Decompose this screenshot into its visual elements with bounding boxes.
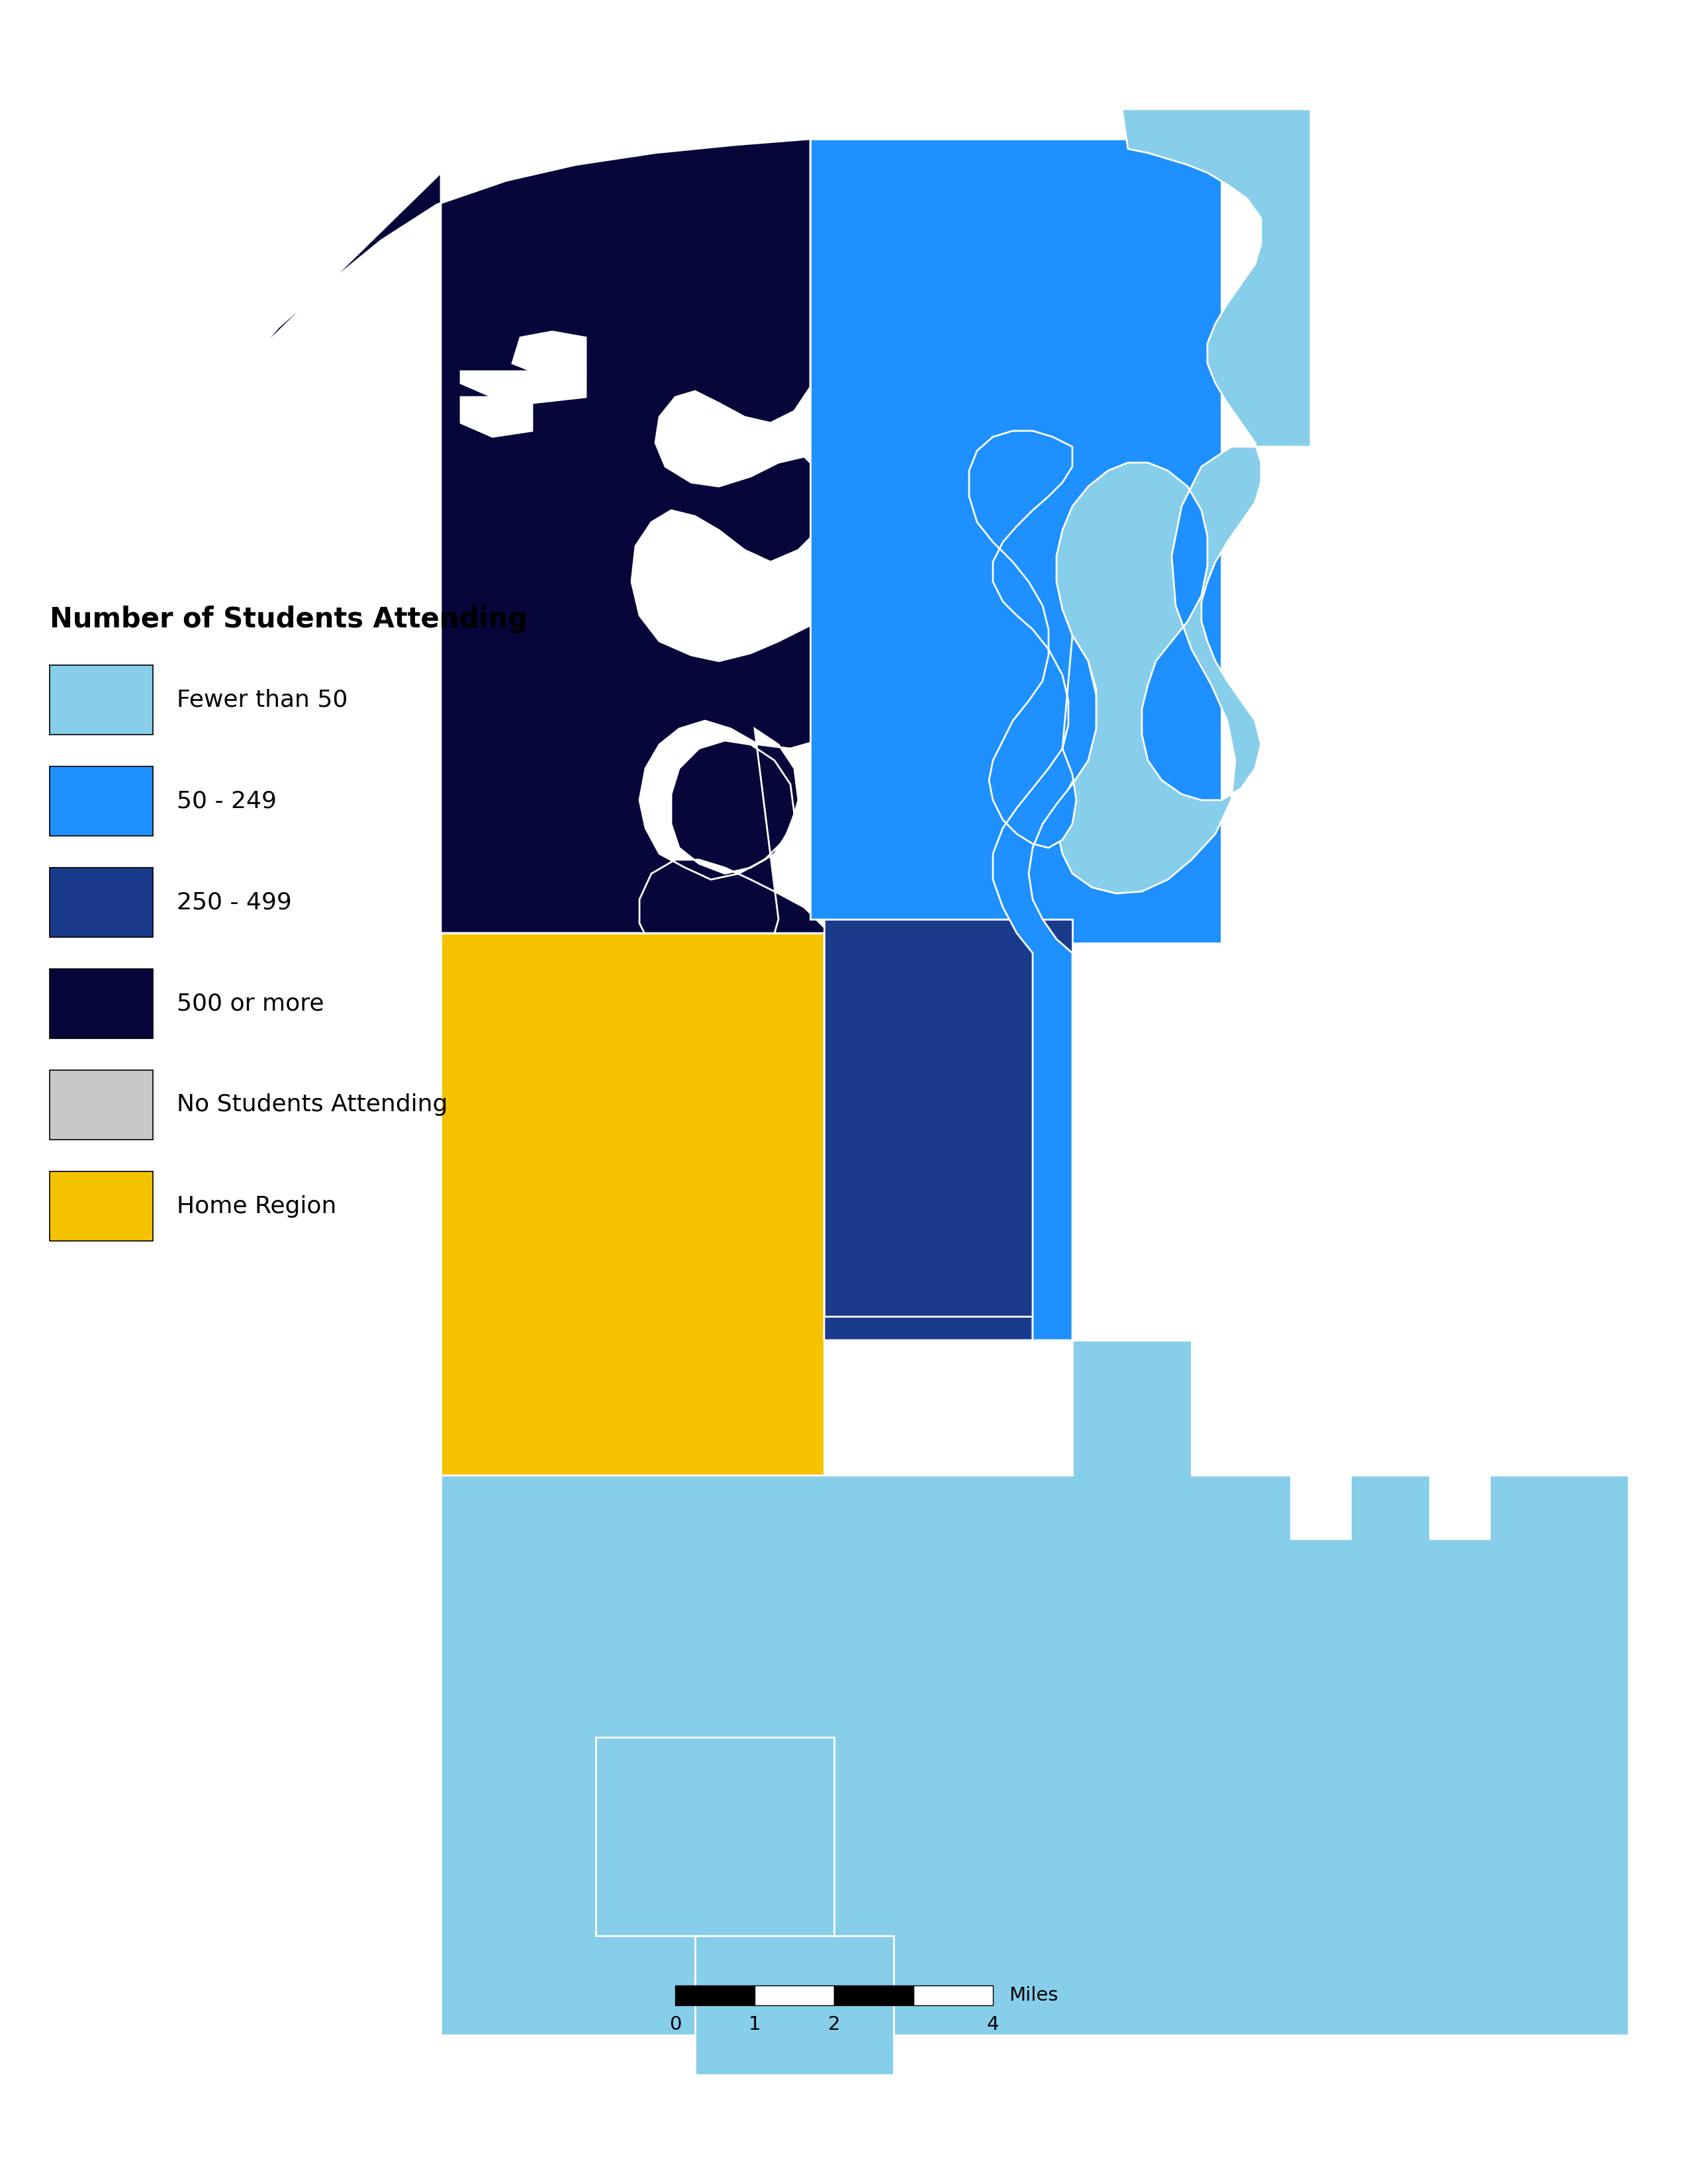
Text: 50 - 249: 50 - 249 — [177, 791, 277, 812]
Bar — [834, 1985, 913, 2005]
Polygon shape — [513, 332, 586, 371]
Bar — [913, 1985, 993, 2005]
Text: 2: 2 — [827, 2016, 841, 2033]
Text: 4: 4 — [987, 2016, 999, 2033]
Polygon shape — [824, 919, 1072, 1317]
Polygon shape — [695, 1935, 893, 2075]
Text: 0: 0 — [668, 2016, 682, 2033]
Bar — [49, 970, 154, 1037]
Polygon shape — [441, 1341, 1629, 2035]
Polygon shape — [1057, 109, 1310, 893]
Polygon shape — [461, 397, 532, 437]
Text: Miles: Miles — [1009, 1985, 1058, 2005]
Text: Number of Students Attending: Number of Students Attending — [49, 605, 528, 633]
Bar — [49, 1171, 154, 1241]
Polygon shape — [596, 1736, 834, 1935]
Bar — [49, 867, 154, 937]
Text: No Students Attending: No Students Attending — [177, 1094, 447, 1116]
Polygon shape — [810, 140, 1222, 943]
Polygon shape — [824, 933, 1033, 1341]
Bar — [675, 1985, 755, 2005]
Bar — [755, 1985, 834, 2005]
Polygon shape — [969, 430, 1096, 1341]
Bar — [49, 1070, 154, 1140]
Bar — [49, 767, 154, 836]
Polygon shape — [258, 140, 869, 1018]
Polygon shape — [441, 933, 824, 1575]
Text: Fewer than 50: Fewer than 50 — [177, 688, 348, 712]
Polygon shape — [441, 933, 824, 1474]
Polygon shape — [461, 371, 586, 404]
Text: Home Region: Home Region — [177, 1195, 336, 1216]
Text: 500 or more: 500 or more — [177, 992, 324, 1016]
Text: 1: 1 — [748, 2016, 761, 2033]
Text: 250 - 499: 250 - 499 — [177, 891, 292, 913]
Bar — [49, 666, 154, 734]
